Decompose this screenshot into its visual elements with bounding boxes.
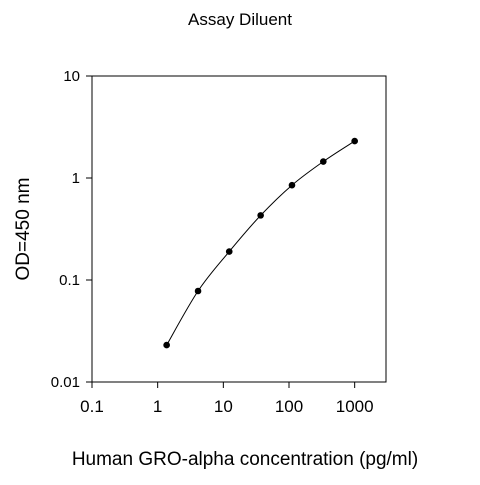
x-tick-label-3: 100 <box>275 397 303 416</box>
y-tick-label-1: 0.1 <box>59 272 80 289</box>
series-0-point-2 <box>225 248 233 255</box>
y-tick-label-0: 0.01 <box>51 374 80 391</box>
series-0-point-4 <box>288 181 296 189</box>
y-tick-label-2: 1 <box>72 170 80 187</box>
chart-title: Assay Diluent <box>188 10 292 29</box>
x-axis-ticks: 0.1 1 10 100 1000 <box>80 382 374 416</box>
series-0-point-6 <box>351 137 358 145</box>
x-tick-label-1: 1 <box>153 397 162 416</box>
series-0-point-1 <box>194 287 202 295</box>
y-axis-ticks: 0.01 0.1 1 10 <box>51 68 92 391</box>
series-0-point-5 <box>320 158 327 165</box>
x-axis-label: Human GRO-alpha concentration (pg/ml) <box>72 449 418 470</box>
y-axis-label: OD=450 nm <box>13 178 34 281</box>
plot-frame <box>91 75 387 383</box>
series-0-point-3 <box>257 212 264 219</box>
y-tick-label-3: 10 <box>63 68 80 85</box>
series-0-point-0 <box>163 341 170 349</box>
x-tick-label-4: 1000 <box>336 397 374 416</box>
x-tick-label-2: 10 <box>214 397 233 416</box>
series-layer <box>163 137 358 349</box>
x-tick-label-0: 0.1 <box>80 397 104 416</box>
series-0-line <box>166 140 355 346</box>
